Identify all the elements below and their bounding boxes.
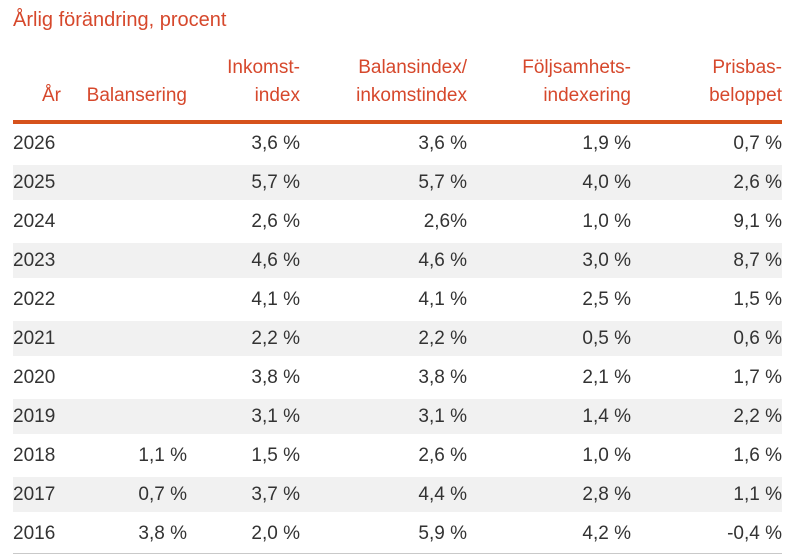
balansindex-cell: 4,4 % [300,475,467,514]
column-header-line: Inkomst- [227,57,300,78]
balansering-cell [61,241,187,280]
table-row: 2022 4,1 % 4,1 % 2,5 % 1,5 % [13,280,782,319]
prisbas-cell: -0,4 % [727,522,782,544]
prisbas-cell: 1,1 % [631,475,782,514]
year-cell: 2018 [13,444,56,466]
balansindex-cell: 4,1 % [418,288,467,310]
table-row: 2018 1,1 % 1,5 % 2,6 % 1,0 % 1,6 % [13,436,782,475]
table-row: 2020 3,8 % 3,8 % 2,1 % 1,7 % [13,358,782,397]
year-cell: 2026 [13,132,56,154]
prisbas-cell: 1,7 % [733,366,782,388]
inkomstindex-cell: 3,1 % [187,397,300,436]
table-row: 2024 2,6 % 2,6% 1,0 % 9,1 % [13,202,782,241]
year-cell: 2025 [13,163,61,202]
inkomstindex-cell: 1,5 % [251,444,300,466]
prisbas-cell: 0,7 % [733,132,782,154]
foljsamhet-cell: 1,9 % [582,132,631,154]
table-body: 2026 3,6 % 3,6 % 1,9 % 0,7 % 2025 5,7 % 5,7 % 4,… [13,122,782,554]
column-header-line: Balansindex/ [358,57,467,78]
balansering-cell [61,319,187,358]
prisbas-cell: 8,7 % [631,241,782,280]
balansindex-cell: 3,1 % [300,397,467,436]
table-row: 2016 3,8 % 2,0 % 5,9 % 4,2 % -0,4 % [13,514,782,554]
balansindex-cell: 3,8 % [418,366,467,388]
column-header-line: Prisbas- [712,57,782,78]
column-header-balansindex: Balansindex/inkomstindex [300,32,467,124]
inkomstindex-cell: 5,7 % [187,163,300,202]
balansindex-cell: 2,2 % [300,319,467,358]
inkomstindex-cell: 2,6 % [251,210,300,232]
foljsamhet-cell: 2,8 % [467,475,631,514]
column-header-line: inkomstindex [356,85,467,106]
table-row: 2026 3,6 % 3,6 % 1,9 % 0,7 % [13,122,782,163]
year-cell: 2023 [13,241,61,280]
balansering-cell: 0,7 % [61,475,187,514]
inkomstindex-cell: 2,0 % [251,522,300,544]
table-row: 2017 0,7 % 3,7 % 4,4 % 2,8 % 1,1 % [13,475,782,514]
year-cell: 2022 [13,288,56,310]
foljsamhet-cell: 2,1 % [582,366,631,388]
year-cell: 2019 [13,397,61,436]
balansering-cell [61,397,187,436]
column-header-line: Följsamhets- [522,57,631,78]
year-cell: 2021 [13,319,61,358]
foljsamhet-cell: 2,5 % [582,288,631,310]
foljsamhet-cell: 1,4 % [467,397,631,436]
column-header-inkomstindex: Inkomst-index [187,32,300,124]
balansindex-cell: 3,6 % [418,132,467,154]
inkomstindex-cell: 3,8 % [251,366,300,388]
prisbas-cell: 1,6 % [733,444,782,466]
column-header-line: index [254,85,300,106]
inkomstindex-cell: 2,2 % [187,319,300,358]
column-header-line: Balansering [86,85,187,106]
page-title: Årlig förändring, procent [13,9,227,31]
year-cell: 2024 [13,210,56,232]
table-row: 2019 3,1 % 3,1 % 1,4 % 2,2 % [13,397,782,436]
foljsamhet-cell: 1,0 % [582,444,631,466]
table-header: År Balansering Inkomst-index Balansindex/in… [13,32,782,124]
foljsamhet-cell: 3,0 % [467,241,631,280]
inkomstindex-cell: 4,1 % [251,288,300,310]
inkomstindex-cell: 3,7 % [187,475,300,514]
annual-change-table: År Balansering Inkomst-index Balansindex/in… [13,32,782,554]
balansering-cell: 3,8 % [138,522,187,544]
foljsamhet-cell: 4,2 % [582,522,631,544]
prisbas-cell: 1,5 % [733,288,782,310]
balansering-cell [61,202,187,241]
balansering-cell [61,122,187,163]
balansindex-cell: 4,6 % [300,241,467,280]
balansindex-cell: 5,9 % [418,522,467,544]
balansering-cell [61,280,187,319]
year-cell: 2017 [13,475,61,514]
balansering-cell [61,163,187,202]
table-row: 2023 4,6 % 4,6 % 3,0 % 8,7 % [13,241,782,280]
prisbas-cell: 9,1 % [733,210,782,232]
foljsamhet-cell: 4,0 % [467,163,631,202]
column-header-prisbas: Prisbas-beloppet [631,32,782,124]
table-row: 2025 5,7 % 5,7 % 4,0 % 2,6 % [13,163,782,202]
prisbas-cell: 2,6 % [631,163,782,202]
prisbas-cell: 0,6 % [631,319,782,358]
column-header-line: beloppet [709,85,782,106]
header-row: År Balansering Inkomst-index Balansindex/in… [13,32,782,124]
table-row: 2021 2,2 % 2,2 % 0,5 % 0,6 % [13,319,782,358]
inkomstindex-cell: 4,6 % [187,241,300,280]
column-header-line: År [42,85,61,106]
foljsamhet-cell: 1,0 % [582,210,631,232]
column-header-year: År [13,32,61,124]
balansindex-cell: 5,7 % [300,163,467,202]
year-cell: 2016 [13,522,56,544]
foljsamhet-cell: 0,5 % [467,319,631,358]
balansering-cell: 1,1 % [138,444,187,466]
year-cell: 2020 [13,366,56,388]
inkomstindex-cell: 3,6 % [251,132,300,154]
prisbas-cell: 2,2 % [631,397,782,436]
balansering-cell [61,358,187,397]
column-header-foljsamhet: Följsamhets-indexering [467,32,631,124]
balansindex-cell: 2,6% [423,210,467,232]
column-header-balansering: Balansering [61,32,187,124]
column-header-line: indexering [543,85,631,106]
balansindex-cell: 2,6 % [418,444,467,466]
